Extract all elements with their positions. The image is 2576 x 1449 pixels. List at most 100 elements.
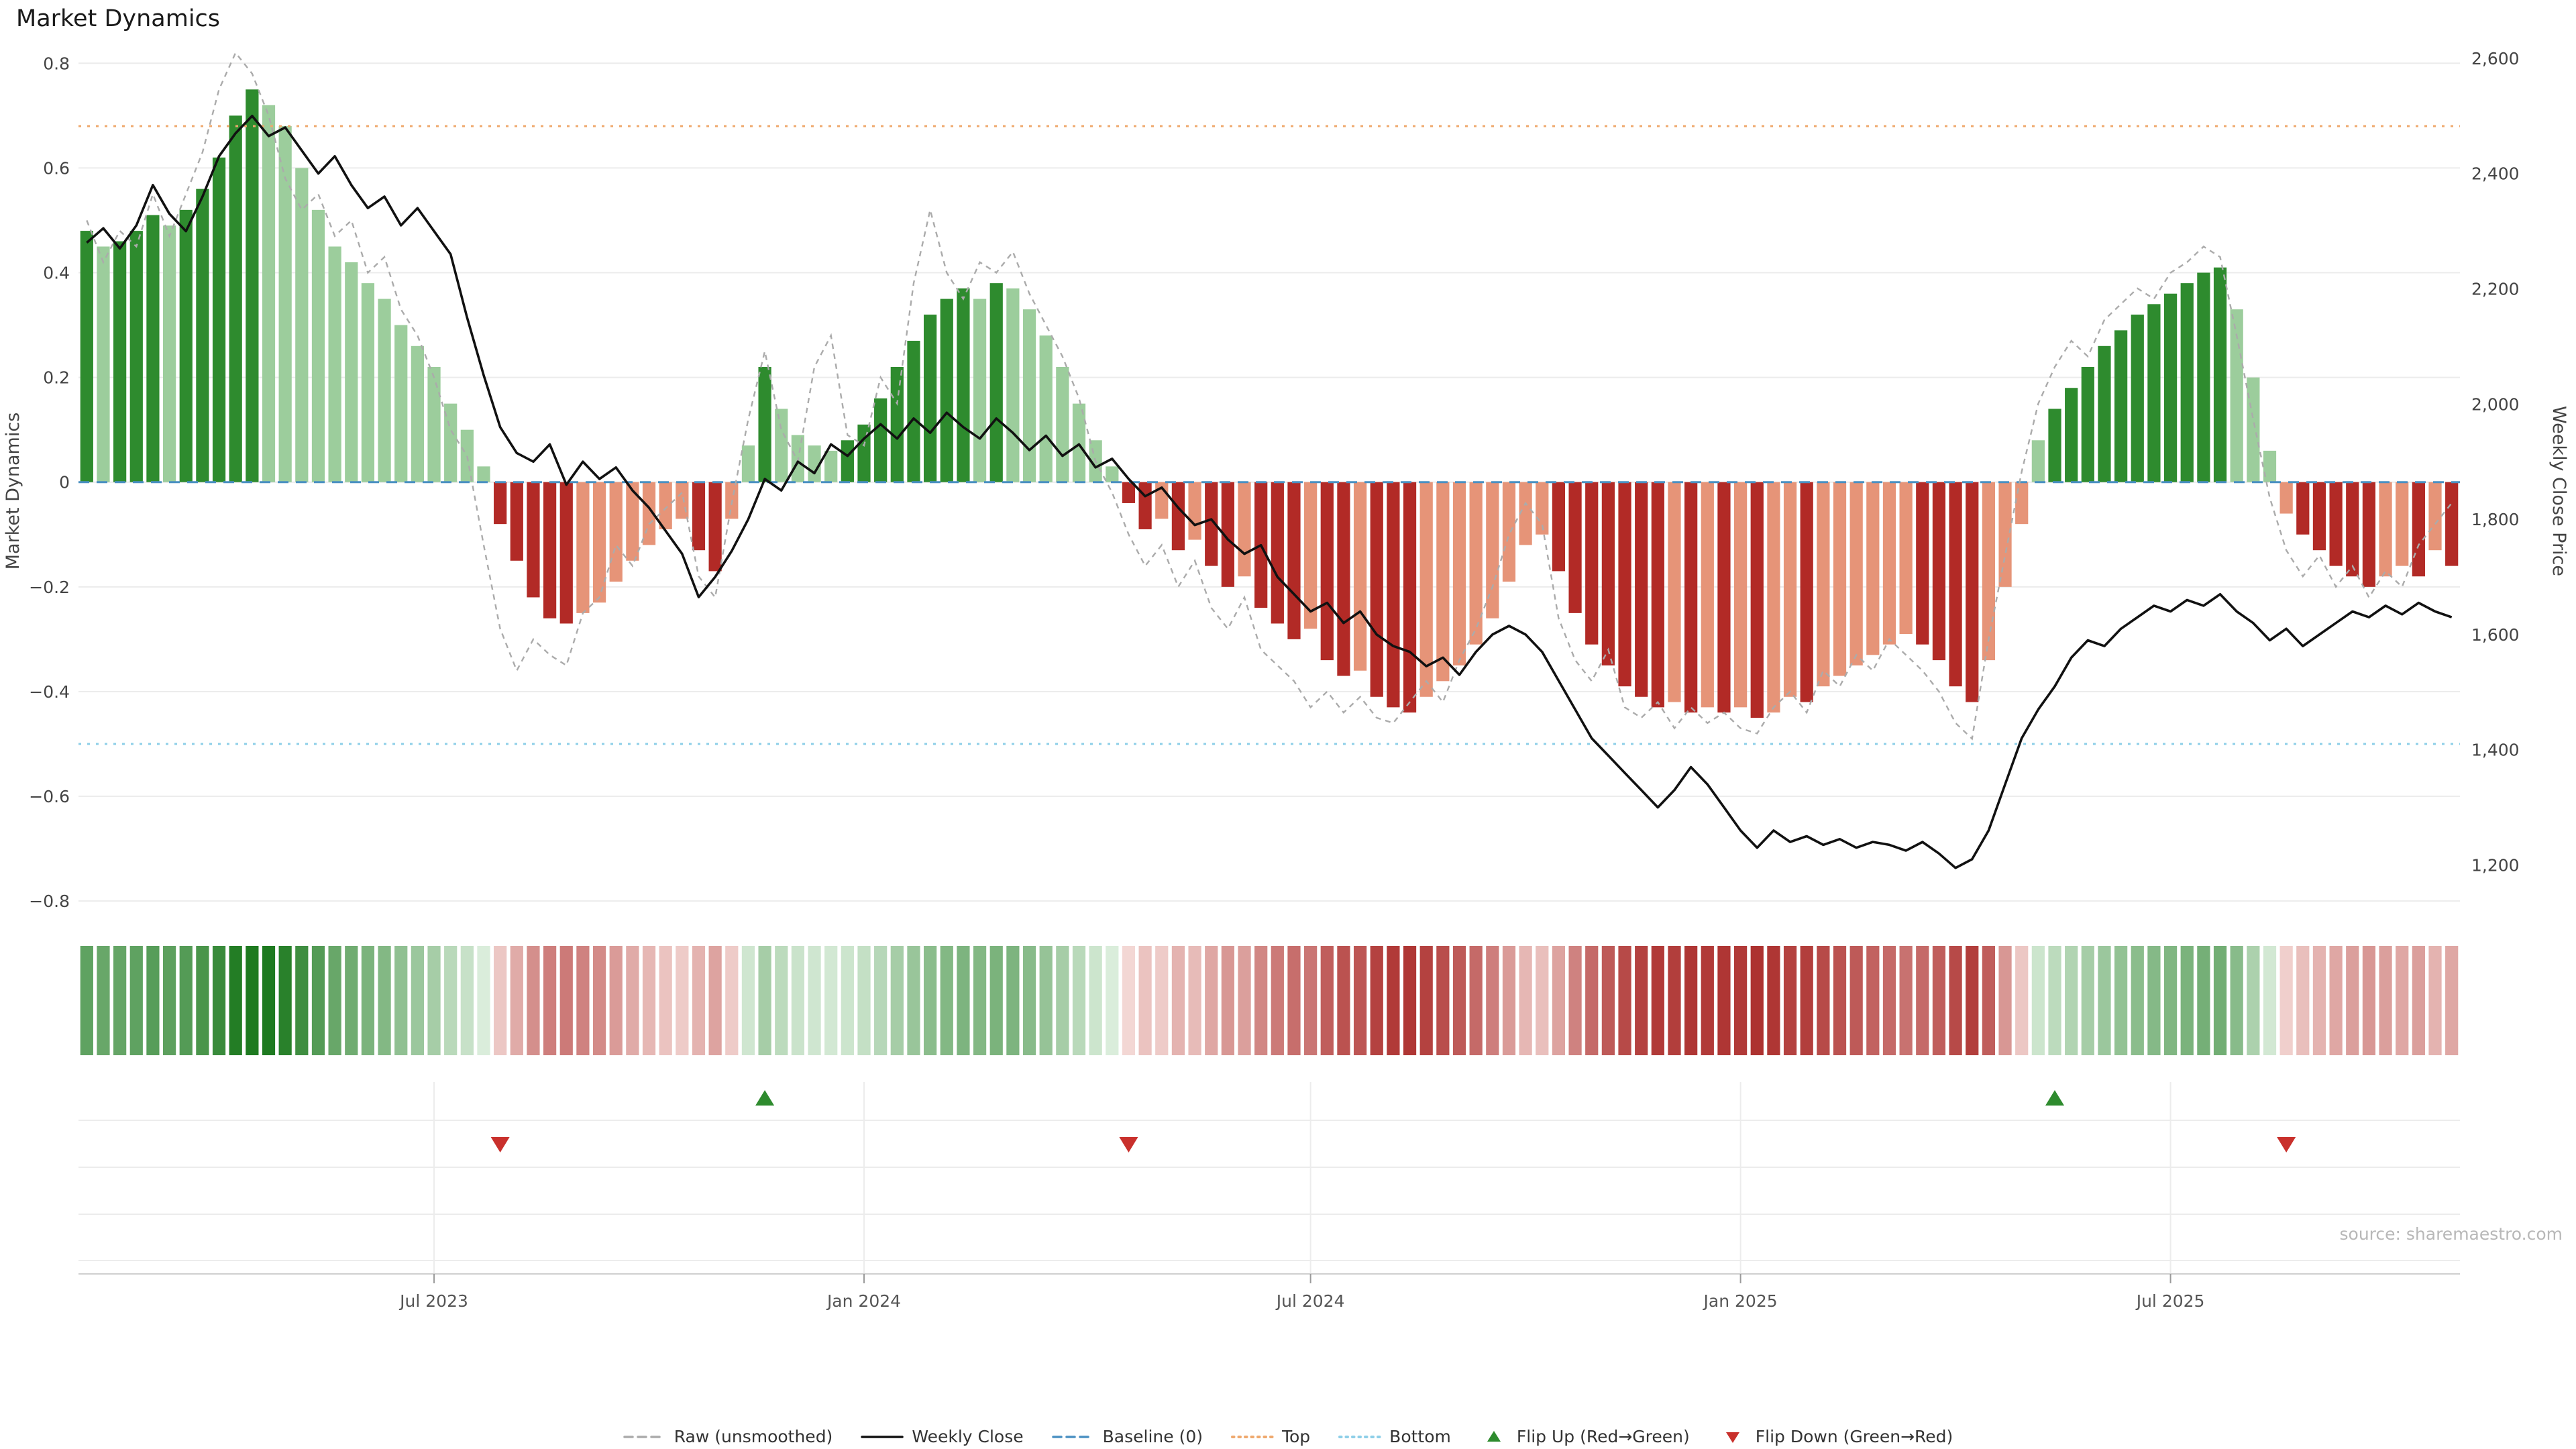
right-axis-tick-label: 2,400 [2471,164,2520,184]
strip-cell [576,946,590,1055]
dynamics-bar [2279,482,2293,514]
dynamics-bar [1601,482,1615,665]
strip-cell [1022,946,1036,1055]
strip-cell [791,946,805,1055]
dynamics-bar [1022,309,1036,482]
strip-cell [1205,946,1218,1055]
right-axis-title: Weekly Close Price [2548,406,2569,576]
strip-cell [2048,946,2061,1055]
dynamics-bar [2230,309,2243,482]
strip-cell [2180,946,2194,1055]
legend-label-weekly-close: Weekly Close [912,1427,1024,1446]
strip-cell [97,946,110,1055]
dynamics-bar [129,231,143,482]
dynamics-bar [361,283,375,482]
strip-cell [129,946,143,1055]
dynamics-bar [262,105,276,482]
strip-cell [907,946,920,1055]
strip-cell [1056,946,1069,1055]
strip-cell [295,946,309,1055]
right-axis-tick-label: 1,400 [2471,741,2520,760]
right-axis-tick-label: 1,200 [2471,855,2520,875]
dynamics-bar [907,340,920,482]
dynamics-bar [1138,482,1152,529]
dynamics-bar [2048,409,2061,482]
dynamics-bar [1552,482,1566,572]
dynamics-bar [1817,482,1830,687]
gridlines-layer [78,62,2460,902]
dynamics-bar [1733,482,1748,708]
left-axis-tick-label: −0.2 [29,578,70,597]
strip-cell [1519,946,1532,1055]
strip-cell [2296,946,2310,1055]
strip-cell [642,946,656,1055]
legend-label-flip-up: Flip Up (Red→Green) [1516,1427,1690,1446]
strip-cell [592,946,606,1055]
dynamics-bar [1419,482,1433,697]
source-note: source: sharemaestro.com [2340,1224,2563,1244]
strip-cell [1287,946,1301,1055]
strip-cell [1750,946,1764,1055]
strip-cell [692,946,706,1055]
dynamics-bar [1767,482,1780,713]
legend-glyph-top [1230,1435,1274,1438]
dynamics-bar [1039,335,1053,482]
heatmap-strip [80,946,2459,1055]
dynamics-bar [477,466,490,482]
strip-cell [278,946,292,1055]
left-axis-tick-label: 0.6 [43,158,70,178]
dynamics-bar [1221,482,1234,587]
dynamics-bar [1056,367,1069,482]
strip-cell [229,946,242,1055]
x-axis-tick-label: Jul 2023 [398,1291,468,1311]
legend-glyph-raw [623,1435,666,1438]
strip-cell [1833,946,1847,1055]
dynamics-bar [1932,482,1946,661]
strip-cell [80,946,93,1055]
strip-cell [1601,946,1615,1055]
dynamics-bar [2114,330,2128,482]
page-title: Market Dynamics [16,5,221,32]
strip-cell [1039,946,1053,1055]
dynamics-bar [841,440,854,482]
dynamics-bar [1205,482,1218,566]
strip-cell [1337,946,1350,1055]
legend-label-top: Top [1281,1427,1311,1446]
dynamics-bar [146,215,160,482]
strip-cell [262,946,276,1055]
dynamics-bar [2263,450,2277,482]
strip-cell [741,946,755,1055]
dynamics-bar [2412,482,2425,577]
strip-cell [1817,946,1830,1055]
dynamics-bar [1750,482,1764,718]
strip-cell [2346,946,2359,1055]
strip-cell [2098,946,2111,1055]
strip-cell [1006,946,1020,1055]
dynamics-bar [576,482,590,613]
dynamics-bar [1684,482,1698,713]
strip-cell [311,946,325,1055]
strip-cell [1668,946,1681,1055]
dynamics-bar [890,367,904,482]
strip-cell [328,946,341,1055]
dynamics-bar [1668,482,1681,702]
dynamics-bar [1651,482,1664,708]
strip-cell [2147,946,2161,1055]
legend-item-top: Top [1230,1427,1311,1446]
left-axis-tick-label: −0.4 [29,682,70,702]
dynamics-bar [708,482,722,572]
dynamics-bar [2015,482,2029,525]
left-axis-tick-label: 0.4 [43,264,70,283]
x-axis-tick-label: Jul 2024 [1275,1291,1345,1311]
x-axis: Jul 2023 Jan 2024 Jul 2024 Jan 2025 Jul 2025 [398,1274,2204,1311]
strip-cell [1949,946,1962,1055]
dynamics-bar [97,246,110,482]
strip-cell [212,946,226,1055]
strip-cell [1684,946,1698,1055]
strip-cell [477,946,490,1055]
flip-up-marker [2045,1090,2065,1106]
bars-layer [80,89,2459,718]
dynamics-bar [2428,482,2442,551]
strip-cell [1304,946,1318,1055]
x-axis-tick-label: Jan 2025 [1703,1291,1778,1311]
